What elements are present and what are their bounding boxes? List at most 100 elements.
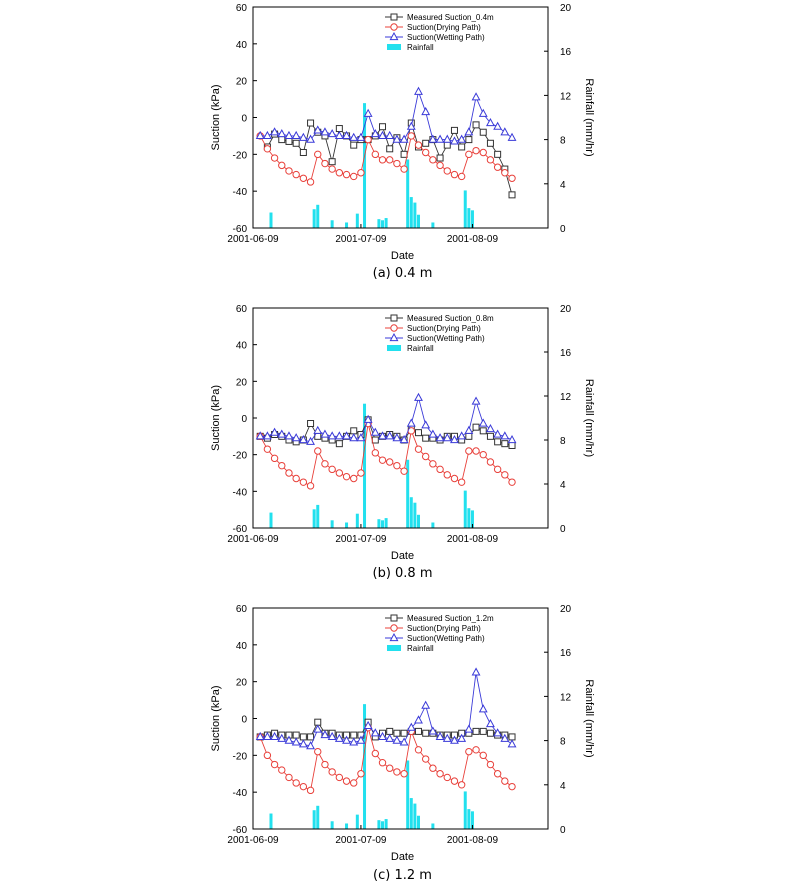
data-point bbox=[493, 163, 502, 171]
data-point bbox=[321, 760, 329, 769]
rainfall-bar bbox=[431, 823, 435, 829]
data-point bbox=[493, 770, 502, 778]
data-point bbox=[306, 786, 315, 795]
data-point bbox=[379, 123, 387, 131]
y2-axis-label: Rainfall (mm/hr) bbox=[583, 679, 595, 757]
y-axis-label: Suction (kPa) bbox=[210, 385, 222, 451]
data-point bbox=[414, 141, 423, 149]
data-point bbox=[363, 414, 373, 423]
rainfall-bar bbox=[413, 202, 417, 228]
data-point bbox=[443, 167, 451, 175]
data-point bbox=[400, 770, 408, 778]
y-tick-label: -60 bbox=[233, 524, 248, 535]
data-point bbox=[278, 161, 286, 170]
rainfall-bar bbox=[416, 514, 420, 528]
data-point bbox=[277, 129, 287, 138]
legend-marker bbox=[390, 324, 398, 332]
y2-tick-label: 8 bbox=[560, 136, 566, 147]
data-point bbox=[414, 429, 422, 437]
data-point bbox=[436, 770, 444, 778]
data-point bbox=[299, 733, 307, 741]
data-point bbox=[299, 478, 308, 486]
data-point bbox=[321, 460, 329, 468]
data-point bbox=[450, 434, 459, 444]
data-point bbox=[328, 465, 336, 474]
data-point bbox=[277, 733, 287, 742]
rainfall-bar bbox=[345, 823, 349, 829]
data-point bbox=[342, 130, 351, 140]
data-point bbox=[450, 170, 459, 179]
rainfall-bar bbox=[431, 222, 435, 228]
x-axis-label: Date bbox=[391, 250, 414, 262]
data-point bbox=[378, 130, 387, 140]
panel-caption: (c) 1.2 m bbox=[373, 868, 432, 883]
y-tick-label: 60 bbox=[236, 3, 248, 14]
legend-label: Measured Suction_1.2m bbox=[407, 614, 494, 623]
chart-panel-3: -60 -40 -20 0 20 40 60 0 4 8 12 16 20 2001-06-09 2001-… bbox=[210, 604, 595, 883]
series-circle bbox=[256, 724, 516, 795]
x-tick-label: 2001-08-09 bbox=[447, 835, 499, 846]
rainfall-bar bbox=[312, 810, 316, 829]
data-point bbox=[292, 731, 300, 739]
data-point bbox=[399, 737, 409, 746]
legend-label: Rainfall bbox=[407, 344, 434, 353]
data-point bbox=[450, 136, 459, 145]
rainfall-bar bbox=[409, 497, 413, 528]
data-point bbox=[364, 135, 372, 144]
data-point bbox=[292, 139, 300, 147]
y-tick-label: 40 bbox=[236, 641, 248, 652]
data-point bbox=[386, 156, 394, 164]
data-point bbox=[342, 170, 351, 179]
data-point bbox=[291, 433, 301, 442]
x-tick-label: 2001-08-09 bbox=[447, 534, 499, 545]
rainfall-bar bbox=[316, 204, 320, 228]
data-point bbox=[342, 735, 351, 744]
data-point bbox=[485, 718, 495, 728]
data-point bbox=[335, 440, 343, 448]
data-point bbox=[472, 727, 480, 735]
data-point bbox=[291, 130, 301, 140]
series-triangle bbox=[255, 86, 517, 145]
y-tick-label: -40 bbox=[233, 788, 248, 799]
data-point bbox=[371, 749, 380, 758]
data-point bbox=[501, 440, 509, 448]
data-point bbox=[465, 432, 473, 440]
data-point bbox=[327, 129, 337, 138]
data-point bbox=[479, 148, 487, 157]
y2-axis-label: Rainfall (mm/hr) bbox=[583, 78, 595, 156]
data-point bbox=[465, 447, 473, 455]
data-point bbox=[435, 433, 445, 442]
legend-marker bbox=[389, 332, 399, 342]
rainfall-bar bbox=[413, 803, 417, 829]
rainfall-bar bbox=[377, 519, 381, 528]
data-point bbox=[400, 729, 408, 737]
data-point bbox=[429, 460, 437, 468]
data-point bbox=[314, 447, 322, 455]
data-point bbox=[414, 746, 423, 754]
data-point bbox=[471, 396, 481, 405]
data-point bbox=[349, 132, 359, 141]
data-point bbox=[350, 141, 358, 149]
data-point bbox=[464, 724, 474, 733]
data-point bbox=[270, 731, 280, 741]
y-tick-label: 20 bbox=[236, 377, 248, 388]
data-point bbox=[414, 392, 423, 401]
data-point bbox=[285, 469, 293, 477]
y2-tick-label: 4 bbox=[560, 480, 566, 491]
data-point bbox=[406, 121, 416, 130]
y2-tick-label: 12 bbox=[560, 91, 572, 102]
legend-label: Suction(Wetting Path) bbox=[407, 634, 485, 643]
data-point bbox=[263, 145, 272, 153]
data-point bbox=[472, 423, 480, 431]
data-point bbox=[386, 145, 394, 153]
rainfall-bar bbox=[377, 820, 381, 829]
data-point bbox=[436, 465, 444, 474]
data-point bbox=[399, 134, 409, 143]
data-point bbox=[479, 427, 487, 435]
data-point bbox=[263, 445, 272, 453]
data-point bbox=[320, 127, 330, 136]
y2-tick-label: 0 bbox=[560, 224, 566, 235]
data-point bbox=[450, 126, 458, 134]
data-point bbox=[371, 436, 379, 444]
